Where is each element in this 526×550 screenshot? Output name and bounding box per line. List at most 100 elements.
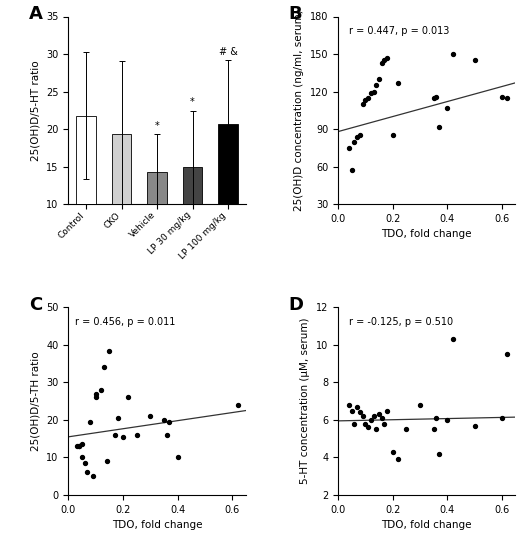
Point [361, 419, 370, 428]
Point [383, 53, 391, 62]
Point [92, 389, 100, 398]
Point [375, 410, 383, 419]
Point [372, 425, 380, 434]
Point [97, 386, 105, 394]
Y-axis label: 25(OH)D concentration (ng/ml, serum): 25(OH)D concentration (ng/ml, serum) [294, 9, 304, 211]
Point [375, 75, 383, 84]
Point [416, 400, 424, 409]
Point [435, 449, 443, 458]
X-axis label: TDO, fold change: TDO, fold change [381, 520, 472, 530]
Point [163, 431, 171, 439]
Point [358, 100, 367, 108]
Bar [147, 172, 167, 204]
Point [99, 363, 108, 372]
Point [432, 414, 441, 422]
X-axis label: TDO, fold change: TDO, fold change [381, 229, 472, 239]
Point [429, 94, 438, 102]
Text: C: C [29, 296, 43, 314]
Point [353, 132, 361, 141]
Point [435, 122, 443, 131]
Bar [218, 124, 238, 204]
Point [80, 459, 89, 468]
Point [73, 442, 81, 450]
Point [86, 417, 95, 426]
Point [113, 414, 122, 422]
Point [449, 335, 457, 344]
Point [146, 412, 155, 421]
Point [350, 419, 359, 428]
Point [470, 56, 479, 65]
Point [429, 425, 438, 434]
Bar [76, 116, 96, 204]
Point [92, 393, 100, 402]
Point [78, 440, 86, 449]
Point [402, 425, 410, 434]
Text: *: * [190, 97, 195, 107]
Point [503, 94, 511, 102]
Point [83, 468, 92, 477]
Point [119, 432, 127, 441]
Point [348, 406, 356, 415]
Point [369, 87, 378, 96]
Point [470, 421, 479, 430]
Point [388, 131, 397, 140]
Point [105, 346, 114, 355]
Point [394, 455, 402, 464]
Point [356, 131, 364, 140]
Text: A: A [29, 6, 43, 23]
Point [350, 137, 359, 146]
Point [380, 419, 389, 428]
Point [89, 472, 97, 481]
Point [75, 442, 84, 450]
Point [498, 414, 506, 422]
Point [364, 94, 372, 102]
Y-axis label: 25(OH)D/5-TH ratio: 25(OH)D/5-TH ratio [31, 351, 41, 451]
Text: D: D [288, 296, 304, 314]
Point [75, 442, 84, 450]
Point [345, 144, 353, 152]
Point [234, 400, 242, 409]
Text: *: * [155, 120, 159, 130]
Point [174, 453, 182, 462]
Point [367, 416, 375, 425]
Bar [183, 167, 203, 204]
Text: r = 0.447, p = 0.013: r = 0.447, p = 0.013 [349, 26, 449, 36]
Text: B: B [288, 6, 302, 23]
Point [345, 400, 353, 409]
Point [372, 81, 380, 90]
Point [388, 448, 397, 456]
Point [432, 92, 441, 101]
Point [165, 417, 174, 426]
Point [353, 403, 361, 411]
Point [110, 431, 119, 439]
Point [348, 166, 356, 175]
Bar [112, 134, 132, 204]
Point [124, 393, 133, 402]
Point [356, 408, 364, 417]
Point [394, 79, 402, 87]
Point [378, 414, 386, 422]
Point [503, 350, 511, 359]
Point [103, 457, 111, 466]
Point [369, 412, 378, 421]
Point [449, 50, 457, 58]
Text: r = -0.125, p = 0.510: r = -0.125, p = 0.510 [349, 317, 453, 327]
Point [383, 406, 391, 415]
Point [498, 92, 506, 101]
Point [133, 431, 141, 439]
Point [443, 416, 451, 425]
Y-axis label: 25(OH)D/5-HT ratio: 25(OH)D/5-HT ratio [31, 60, 41, 161]
Point [367, 89, 375, 97]
Y-axis label: 5-HT concentration (μM, serum): 5-HT concentration (μM, serum) [300, 318, 310, 485]
Point [160, 416, 168, 425]
Point [378, 58, 386, 67]
Point [443, 103, 451, 112]
Point [361, 96, 370, 104]
Point [380, 56, 389, 65]
Text: # &: # & [218, 47, 237, 57]
Text: r = 0.456, p = 0.011: r = 0.456, p = 0.011 [75, 317, 176, 327]
Point [78, 453, 86, 462]
X-axis label: TDO, fold change: TDO, fold change [112, 520, 203, 530]
Point [364, 423, 372, 432]
Point [358, 412, 367, 421]
